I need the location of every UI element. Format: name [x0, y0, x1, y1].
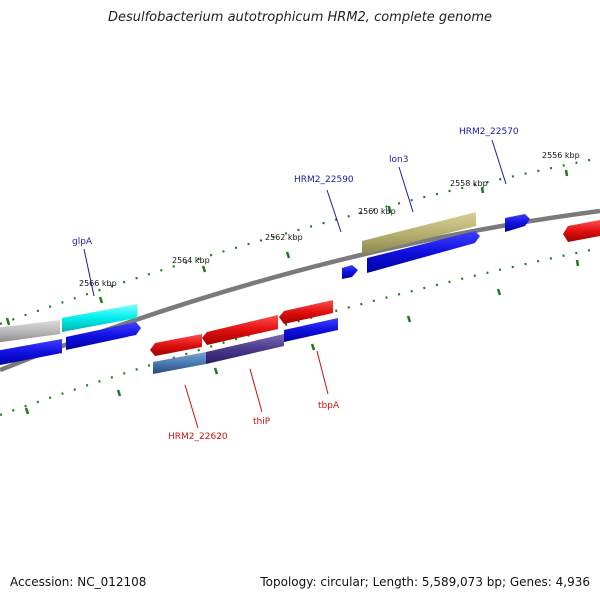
- major-ticks: [5, 169, 580, 415]
- lower-feature-row: [153, 318, 338, 374]
- upper-feature-row: [0, 212, 476, 343]
- gene-label: tbpA: [318, 401, 340, 411]
- accession-text: Accession: NC_012108: [10, 575, 147, 589]
- leader-lon3: [398, 166, 414, 213]
- cds-forward: [0, 339, 62, 366]
- leader-glpA: [83, 248, 95, 297]
- cds-reverse: [563, 220, 600, 242]
- leader-HRM2_22620: [184, 384, 199, 429]
- leader-thiP: [249, 368, 263, 413]
- scale-label: 2556 kbp: [542, 151, 580, 160]
- scale-label: 2562 kbp: [265, 233, 303, 242]
- gene-label: HRM2_22590: [294, 175, 354, 185]
- scale-label: 2560 kbp: [358, 207, 396, 216]
- cds-forward: [505, 214, 530, 232]
- cds-reverse: [279, 300, 333, 324]
- gene-grey-upper: [0, 320, 60, 343]
- gene-tbpA: [284, 318, 338, 342]
- gene-thiP: [206, 334, 284, 364]
- scale-label: 2566 kbp: [79, 279, 117, 288]
- reverse-cds-row: [150, 220, 600, 356]
- leader-HRM2_22570: [491, 139, 507, 185]
- map-title: Desulfobacterium autotrophicum HRM2, com…: [107, 10, 493, 25]
- leader-HRM2_22590: [326, 189, 342, 233]
- topology-text: Topology: circular; Length: 5,589,073 bp…: [260, 575, 590, 589]
- gene-glpA: [62, 304, 137, 332]
- gene-label: thiP: [253, 417, 271, 427]
- cds-reverse: [202, 315, 278, 345]
- scale-label: 2564 kbp: [172, 256, 210, 265]
- gene-label: glpA: [72, 237, 93, 247]
- gene-label: lon3: [389, 155, 408, 165]
- cds-forward: [367, 231, 480, 273]
- gene-label: HRM2_22570: [459, 127, 519, 137]
- scale-label: 2558 kbp: [450, 179, 488, 188]
- cds-reverse: [150, 334, 202, 356]
- cds-forward: [342, 265, 358, 279]
- gene-label: HRM2_22620: [168, 432, 228, 442]
- leader-tbpA: [316, 350, 329, 395]
- forward-cds-row: [0, 214, 530, 366]
- gene-lon3: [362, 212, 476, 255]
- gene-HRM2_22620: [153, 352, 206, 374]
- cds-forward: [66, 322, 141, 350]
- label-leaders: [83, 139, 507, 429]
